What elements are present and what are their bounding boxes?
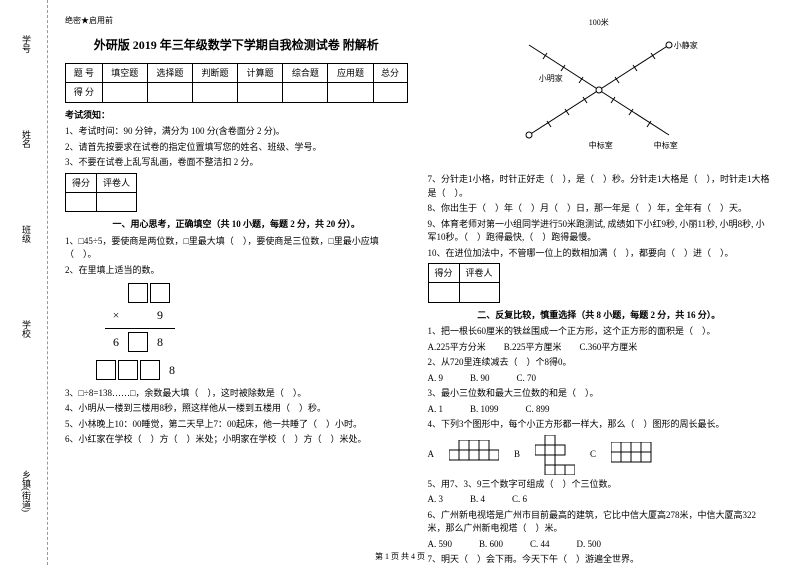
math-num: 9	[149, 306, 171, 325]
score-header: 应用题	[328, 63, 373, 82]
multiplication-problem: × 9 6 8	[105, 282, 175, 353]
side-label-id: 学号	[20, 35, 33, 53]
score-cell	[238, 83, 283, 102]
s2-question-5-opts: A. 3 B. 4 C. 6	[428, 493, 771, 507]
score-header: 计算题	[238, 63, 283, 82]
score-cell	[102, 83, 147, 102]
s2-question-4: 4、下列3个图形中，每个小正方形都一样大，那么（ ）图形的周长最长。	[428, 418, 771, 432]
question-7: 7、分针走1小格，时针正好走（ ），是（ ）秒。分针走1大格是（ ），时针走1大…	[428, 173, 771, 200]
eval-score: 得分	[66, 173, 97, 192]
score-table: 题 号 填空题 选择题 判断题 计算题 综合题 应用题 总分 得 分	[65, 63, 408, 103]
score-header: 判断题	[192, 63, 237, 82]
eval-marker: 评卷人	[97, 173, 137, 192]
side-label-school: 学校	[20, 320, 33, 338]
score-cell	[147, 83, 192, 102]
division-problem: 8	[95, 359, 183, 381]
section1-heading: 一、用心思考，正确填空（共 10 小题，每题 2 分，共 20 分）。	[65, 217, 408, 231]
question-9: 9、体育老师对第一小组同学进行50米跑测试, 成绩如下小红9秒, 小丽11秒, …	[428, 218, 771, 245]
score-cell	[192, 83, 237, 102]
score-header: 题 号	[66, 63, 103, 82]
shape-a	[449, 440, 499, 470]
s2-question-1-opts: A.225平方分米 B.225平方厘米 C.360平方厘米	[428, 341, 771, 355]
right-column: 100米 小静家 中标室 小明家 中标室 7、分针走1小格，时针正好走（ ），是…	[418, 15, 781, 530]
score-header: 选择题	[147, 63, 192, 82]
shape-c	[611, 442, 661, 467]
section2-heading: 二、反复比较，慎重选择（共 8 小题，每题 2 分，共 16 分）。	[428, 308, 771, 322]
page-content: 绝密★启用前 外研版 2019 年三年级数学下学期自我检测试卷 附解析 题 号 …	[0, 0, 800, 545]
score-cell	[373, 83, 407, 102]
s2-question-3-opts: A. 1 B. 1099 C. 899	[428, 403, 771, 417]
s2-question-2: 2、从720里连续减去（ ）个8得0。	[428, 356, 771, 370]
shape-label-a: A	[428, 447, 435, 461]
s2-question-6: 6、广州新电视塔是广州市目前最高的建筑，它比中信大厦高278米，中信大厦高322…	[428, 509, 771, 536]
question-10: 10、在进位加法中，不管哪一位上的数相加满（ ），都要向（ ）进（ ）。	[428, 247, 771, 261]
score-header: 综合题	[283, 63, 328, 82]
confidential-label: 绝密★启用前	[65, 15, 408, 28]
score-header: 填空题	[102, 63, 147, 82]
shape-label-b: B	[514, 447, 520, 461]
s2-question-1: 1、把一根长60厘米的铁丝围成一个正方形，这个正方形的面积是（ ）。	[428, 325, 771, 339]
notice-item: 2、请首先按要求在试卷的指定位置填写您的姓名、班级、学号。	[65, 141, 408, 155]
question-4: 4、小明从一楼到三楼用8秒，照这样他从一楼到五楼用（ ）秒。	[65, 402, 408, 416]
exam-title: 外研版 2019 年三年级数学下学期自我检测试卷 附解析	[65, 36, 408, 55]
diagram-label-c: 中标室	[654, 140, 678, 153]
s2-question-2-opts: A. 9 B. 90 C. 70	[428, 372, 771, 386]
eval-blank	[459, 283, 499, 302]
question-1: 1、□45÷5，要使商是两位数，□里最大填（ ），要使商是三位数，□里最小应填（…	[65, 235, 408, 262]
notice-item: 1、考试时间：90 分钟，满分为 100 分(含卷面分 2 分)。	[65, 125, 408, 139]
eval-blank	[428, 283, 459, 302]
question-2-intro: 2、在里填上适当的数。	[65, 264, 408, 278]
compass-diagram: 100米 小静家 中标室 小明家 中标室	[499, 15, 699, 165]
math-line	[105, 328, 175, 329]
left-column: 绝密★启用前 外研版 2019 年三年级数学下学期自我检测试卷 附解析 题 号 …	[55, 15, 418, 530]
eval-marker: 评卷人	[459, 264, 499, 283]
side-label-town: 乡镇(街道)	[20, 470, 33, 512]
s2-question-5: 5、用7、3、9三个数字可组成（ ）个三位数。	[428, 478, 771, 492]
question-6: 6、小红家在学校（ ）方（ ）米处；小明家在学校（ ）方（ ）米处。	[65, 433, 408, 447]
score-cell: 得 分	[66, 83, 103, 102]
s2-question-6-opts: A. 590 B. 600 C. 44 D. 500	[428, 538, 771, 552]
side-label-name: 姓名	[20, 130, 33, 148]
diagram-label-n: 100米	[589, 17, 609, 30]
diagram-label-w: 小明家	[539, 73, 563, 86]
side-label-class: 班级	[20, 225, 33, 243]
math-num: 6	[105, 333, 127, 352]
score-cell	[283, 83, 328, 102]
math-num: 8	[161, 361, 183, 380]
math-num: 8	[149, 333, 171, 352]
eval-table-2: 得分评卷人	[428, 263, 500, 303]
score-cell	[328, 83, 373, 102]
eval-blank	[66, 193, 97, 212]
eval-score: 得分	[428, 264, 459, 283]
notice-heading: 考试须知：	[65, 108, 408, 122]
shape-label-c: C	[590, 447, 596, 461]
question-3: 3、□÷8=138……□，余数最大填（ ），这时被除数是（ ）。	[65, 387, 408, 401]
s2-question-3: 3、最小三位数和最大三位数的和是（ ）。	[428, 387, 771, 401]
binding-margin: 学号 姓名 班级 学校 乡镇(街道)	[8, 0, 48, 565]
mult-sign: ×	[105, 306, 127, 325]
question-5: 5、小林晚上10：00睡觉，第二天早上7：00起床，他一共睡了（ ）小时。	[65, 418, 408, 432]
diagram-label-s: 中标室	[589, 140, 613, 153]
eval-blank	[97, 193, 137, 212]
score-header: 总分	[373, 63, 407, 82]
eval-table: 得分评卷人	[65, 173, 137, 213]
notice-item: 3、不要在试卷上乱写乱画，卷面不整洁扣 2 分。	[65, 156, 408, 170]
shape-b	[535, 435, 575, 475]
question-8: 8、你出生于（ ）年（ ）月（ ）日，那一年是（ ）年，全年有（ ）天。	[428, 202, 771, 216]
page-footer: 第 1 页 共 4 页	[0, 551, 800, 562]
diagram-label-e: 小静家	[674, 40, 698, 53]
shape-options: A B C	[428, 435, 771, 475]
